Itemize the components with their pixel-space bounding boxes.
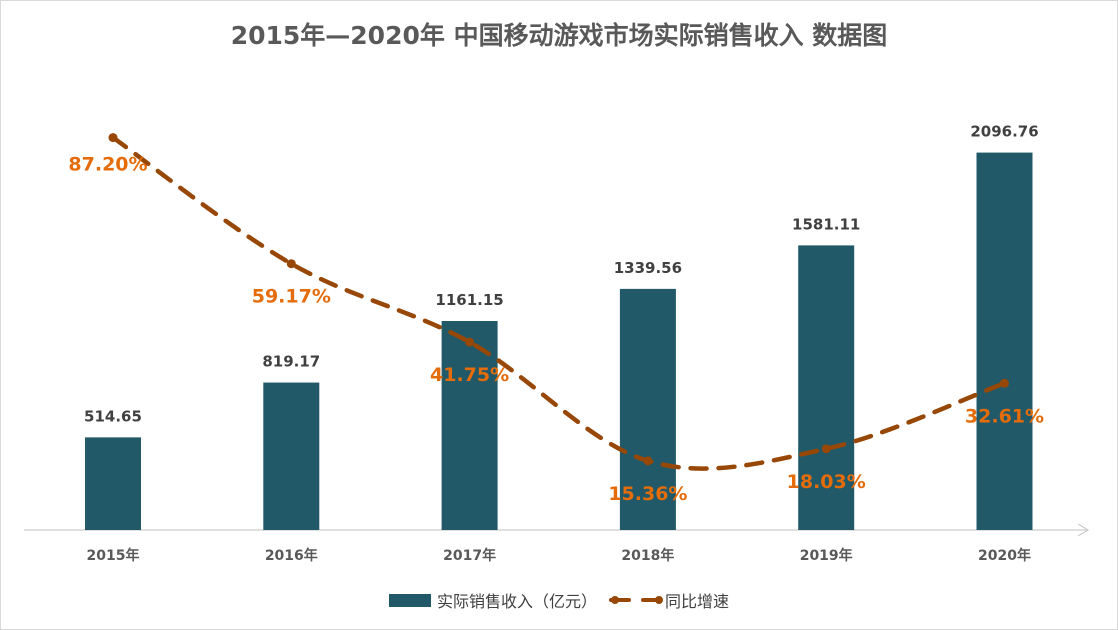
- x-tick-label: 2020年: [978, 547, 1031, 564]
- growth-marker: [1000, 378, 1009, 388]
- bar: [263, 382, 320, 530]
- legend-item-growth: 同比增速: [609, 588, 729, 612]
- legend: 实际销售收入（亿元） 同比增速: [0, 588, 1118, 612]
- bar-value-label: 1581.11: [792, 215, 860, 233]
- growth-marker: [643, 456, 653, 466]
- growth-value-label: 32.61%: [965, 405, 1044, 427]
- growth-value-label: 41.75%: [430, 364, 509, 386]
- x-tick-label: 2019年: [800, 547, 853, 564]
- legend-swatch-bar: [388, 593, 431, 607]
- x-tick-label: 2015年: [87, 547, 140, 564]
- bar-value-label: 1161.15: [435, 291, 503, 309]
- bar: [976, 152, 1033, 531]
- x-tick-label: 2017年: [443, 547, 496, 564]
- legend-label-growth: 同比增速: [665, 592, 730, 611]
- growth-marker: [465, 337, 475, 347]
- x-tick-label: 2016年: [265, 547, 318, 564]
- bar: [85, 437, 141, 530]
- bar-value-label: 2096.76: [970, 123, 1038, 141]
- growth-marker: [108, 133, 118, 143]
- bar-value-label: 819.17: [262, 353, 320, 371]
- x-tick-label: 2018年: [621, 547, 674, 564]
- growth-value-label: 15.36%: [608, 483, 687, 505]
- legend-item-revenue: 实际销售收入（亿元）: [388, 588, 597, 612]
- growth-value-label: 87.20%: [68, 154, 147, 176]
- bar: [619, 288, 676, 530]
- growth-value-label: 59.17%: [252, 286, 331, 308]
- bar-value-label: 514.65: [84, 407, 142, 425]
- legend-swatch-line: [609, 596, 663, 604]
- x-axis-arrow: [1077, 523, 1089, 537]
- growth-marker: [821, 444, 831, 454]
- bar: [798, 245, 855, 530]
- bar-value-label: 1339.56: [614, 259, 682, 277]
- growth-marker: [286, 259, 296, 269]
- chart-title: 2015年—2020年 中国移动游戏市场实际销售收入 数据图: [230, 21, 888, 50]
- growth-value-label: 18.03%: [787, 471, 866, 493]
- legend-label-revenue: 实际销售收入（亿元）: [436, 592, 597, 611]
- growth-line: [110, 135, 1007, 471]
